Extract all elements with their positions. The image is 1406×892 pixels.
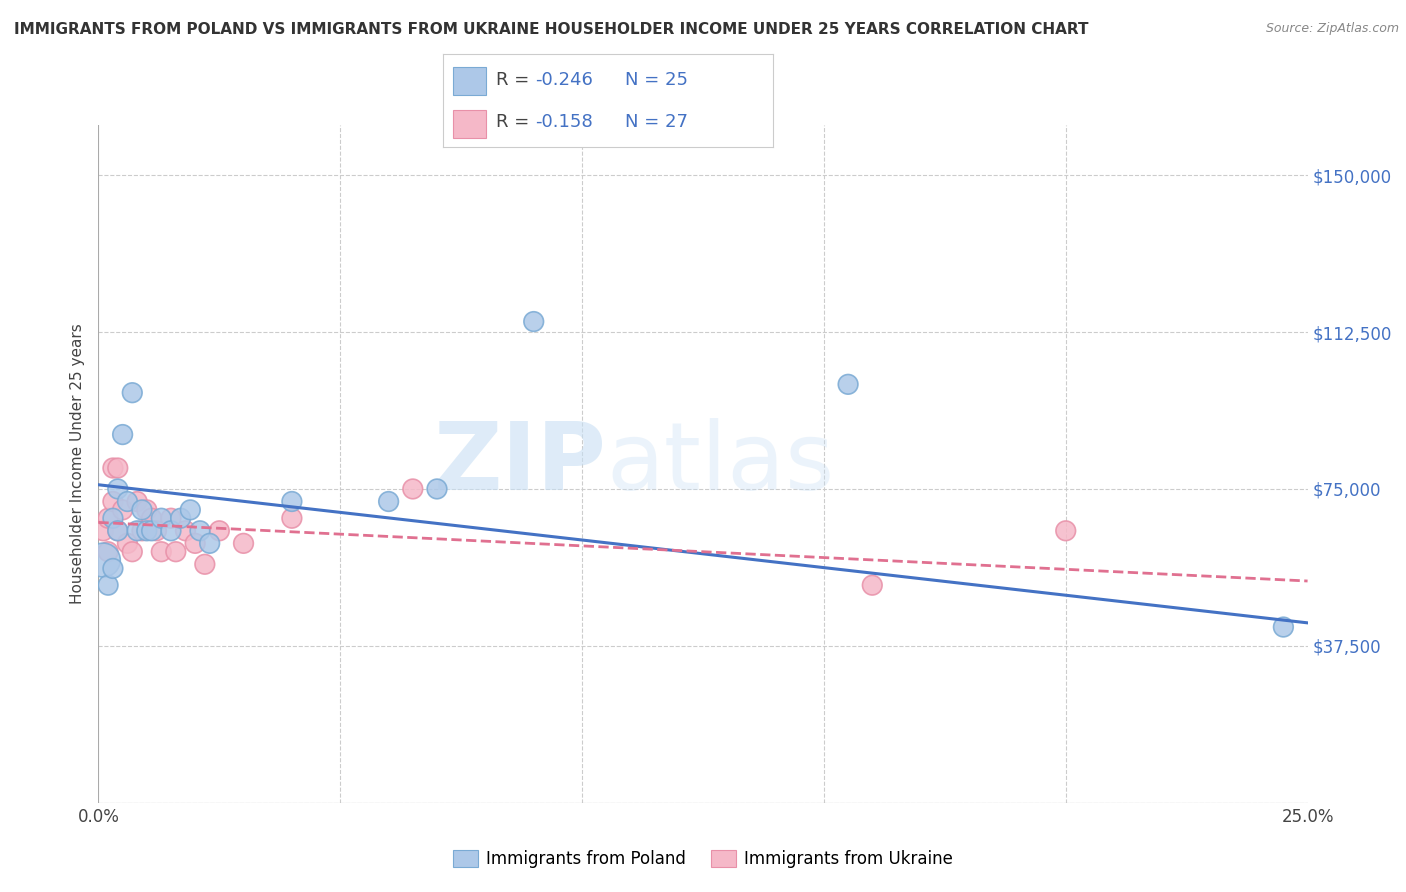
Point	[101, 561, 124, 575]
Text: -0.246: -0.246	[536, 70, 593, 88]
Point	[179, 503, 201, 517]
Point	[523, 314, 546, 328]
Text: IMMIGRANTS FROM POLAND VS IMMIGRANTS FROM UKRAINE HOUSEHOLDER INCOME UNDER 25 YE: IMMIGRANTS FROM POLAND VS IMMIGRANTS FRO…	[14, 22, 1088, 37]
Text: ZIP: ZIP	[433, 417, 606, 510]
Point	[121, 385, 143, 400]
Point	[377, 494, 399, 508]
Point	[232, 536, 254, 550]
Point	[111, 503, 134, 517]
Point	[141, 524, 163, 538]
Point	[107, 524, 129, 538]
Point	[145, 524, 167, 538]
Point	[198, 536, 221, 550]
Point	[194, 558, 217, 572]
Point	[91, 524, 114, 538]
Text: N = 27: N = 27	[624, 113, 688, 131]
Point	[135, 524, 157, 538]
Point	[281, 494, 304, 508]
Point	[107, 461, 129, 475]
FancyBboxPatch shape	[453, 110, 486, 138]
Point	[117, 536, 139, 550]
Text: R =: R =	[496, 113, 534, 131]
Point	[1054, 524, 1077, 538]
Text: Source: ZipAtlas.com: Source: ZipAtlas.com	[1265, 22, 1399, 36]
Text: N = 25: N = 25	[624, 70, 688, 88]
Point	[111, 427, 134, 442]
Text: atlas: atlas	[606, 417, 835, 510]
Point	[150, 545, 173, 559]
Point	[101, 494, 124, 508]
Point	[97, 545, 120, 559]
FancyBboxPatch shape	[453, 67, 486, 95]
Point	[107, 524, 129, 538]
Point	[97, 511, 120, 525]
Point	[131, 524, 153, 538]
Point	[131, 503, 153, 517]
Point	[188, 524, 211, 538]
Point	[837, 377, 859, 392]
Point	[101, 461, 124, 475]
Text: -0.158: -0.158	[536, 113, 593, 131]
Point	[160, 511, 183, 525]
Point	[169, 511, 191, 525]
Text: R =: R =	[496, 70, 534, 88]
Point	[107, 482, 129, 496]
Point	[127, 524, 149, 538]
Point	[184, 536, 207, 550]
Point	[150, 511, 173, 525]
Point	[281, 511, 304, 525]
Point	[1272, 620, 1295, 634]
Point	[174, 524, 197, 538]
Point	[141, 511, 163, 525]
Point	[160, 524, 183, 538]
Point	[402, 482, 425, 496]
Point	[91, 553, 114, 567]
Point	[860, 578, 883, 592]
Point	[101, 511, 124, 525]
Point	[426, 482, 449, 496]
Point	[135, 503, 157, 517]
Point	[117, 494, 139, 508]
Legend: Immigrants from Poland, Immigrants from Ukraine: Immigrants from Poland, Immigrants from …	[446, 843, 960, 875]
Point	[97, 578, 120, 592]
Point	[208, 524, 231, 538]
Point	[165, 545, 187, 559]
Y-axis label: Householder Income Under 25 years: Householder Income Under 25 years	[70, 324, 86, 604]
Point	[127, 494, 149, 508]
Point	[121, 545, 143, 559]
